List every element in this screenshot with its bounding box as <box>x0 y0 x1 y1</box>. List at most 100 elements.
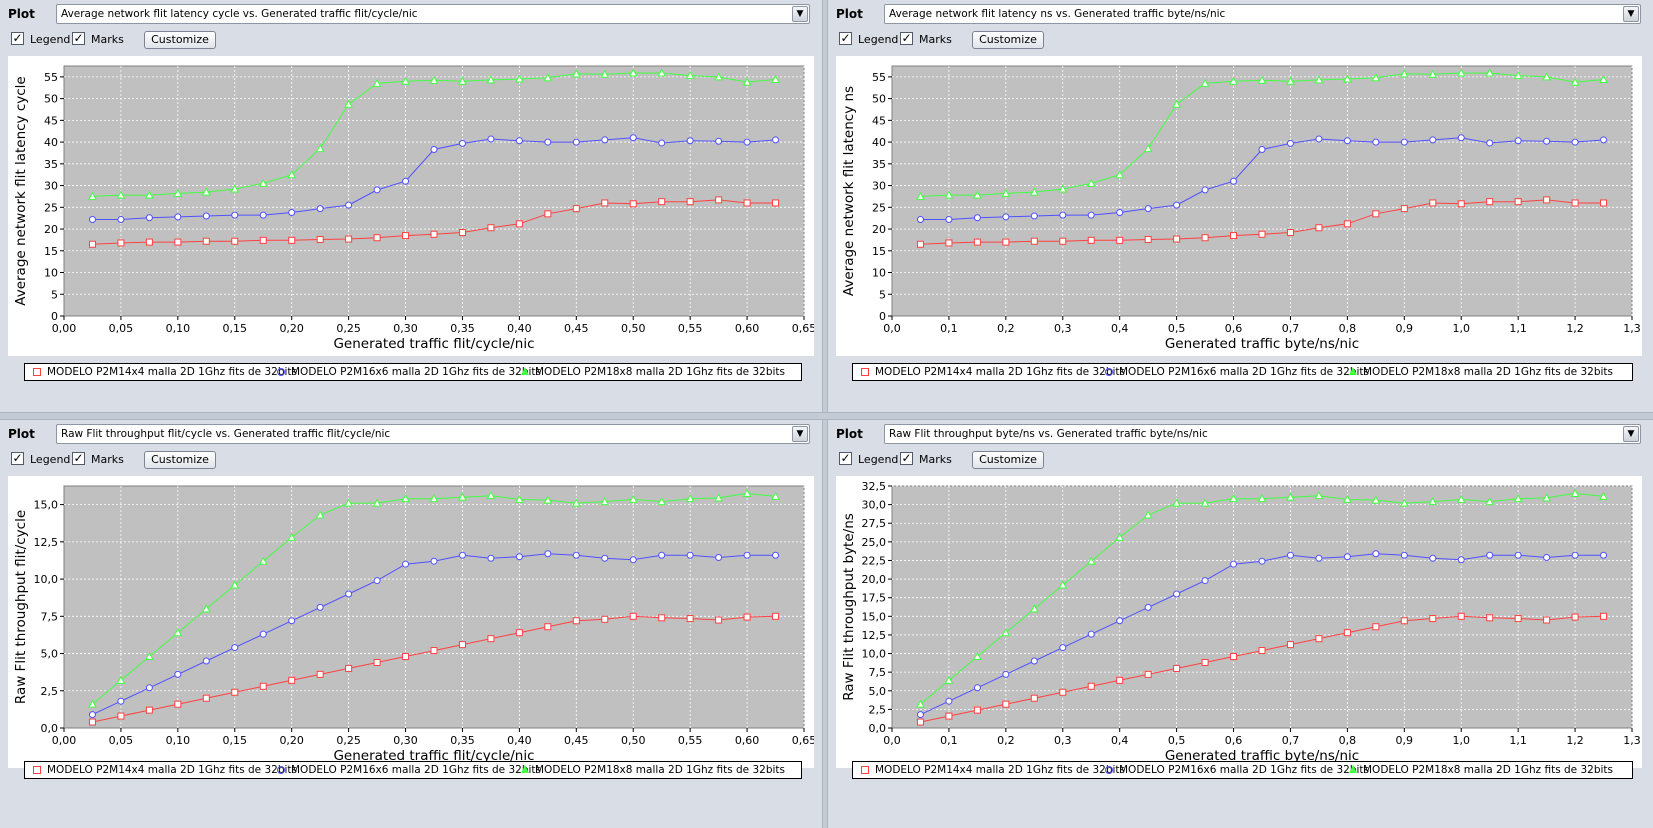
plot-select[interactable]: Average network flit latency ns vs. Gene… <box>884 4 1641 24</box>
series-3-point <box>1286 492 1295 501</box>
series-1-point <box>1030 237 1038 245</box>
plot-select[interactable]: Raw Flit throughput flit/cycle vs. Gener… <box>56 424 810 444</box>
chart-svg: 0 5 10 15 20 25 30 35 40 45 50 55 0,00 0,05 0,10 0,15 0,… <box>13 65 814 352</box>
marks-checkbox[interactable]: ✓ <box>900 451 913 465</box>
series-1-point <box>373 234 381 242</box>
customize-button[interactable]: Customize <box>972 451 1044 469</box>
series-2-point <box>1002 670 1010 678</box>
series-3-point <box>201 604 211 613</box>
series-3-point <box>258 556 268 565</box>
series-3-point <box>458 76 467 85</box>
series-2-point <box>487 135 495 143</box>
series-2-point <box>1315 135 1323 143</box>
legend-entry: MODELO P2M18x8 malla 2D 1Ghz fits de 32b… <box>1363 764 1614 776</box>
series-3-point <box>1428 69 1438 78</box>
y-tick-label: 17,5 <box>862 592 887 605</box>
y-tick-label: 25 <box>44 201 58 214</box>
series-1-point <box>202 237 210 245</box>
series-1-point <box>601 199 609 207</box>
series-1-point <box>1286 229 1294 237</box>
chevron-down-icon[interactable]: ▼ <box>792 426 808 442</box>
x-tick-label: 0,1 <box>940 734 958 747</box>
series-2-point <box>117 215 125 223</box>
x-tick-label: 0,1 <box>940 322 958 335</box>
plot-select[interactable]: Raw Flit throughput byte/ns vs. Generate… <box>884 424 1641 444</box>
series-2-point <box>145 214 153 222</box>
y-tick-label: 0,0 <box>41 722 59 735</box>
series-1-point <box>487 635 495 643</box>
plot-label: Plot <box>8 427 35 441</box>
series-1-point <box>743 613 751 621</box>
series-2-point <box>1486 551 1494 559</box>
chevron-down-icon[interactable]: ▼ <box>1623 6 1639 22</box>
series-2-point <box>1173 201 1181 209</box>
series-2-point <box>743 138 751 146</box>
series-3-point <box>145 651 154 661</box>
series-2-point <box>288 209 296 217</box>
marks-checkbox[interactable]: ✓ <box>900 31 913 45</box>
legend-checkbox[interactable]: ✓ <box>11 31 24 45</box>
series-2-point <box>629 556 637 564</box>
chart-legend: MODELO P2M14x4 malla 2D 1Ghz fits de 32b… <box>24 363 802 381</box>
series-2-point <box>973 214 981 222</box>
series-2-point <box>743 551 751 559</box>
y-tick-label: 35 <box>44 158 58 171</box>
series-3-point <box>201 187 211 196</box>
series-3-point <box>173 188 183 197</box>
x-tick-label: 1,1 <box>1509 734 1527 747</box>
series-1-point <box>715 616 723 624</box>
series-3-point <box>771 491 780 500</box>
legend-checkbox[interactable]: ✓ <box>839 31 852 45</box>
legend-checkbox[interactable]: ✓ <box>839 451 852 465</box>
series-3-point <box>116 190 126 199</box>
x-tick-label: 0,20 <box>279 322 304 335</box>
y-tick-label: 27,5 <box>862 517 887 530</box>
customize-button[interactable]: Customize <box>144 451 216 469</box>
series-3-point <box>600 69 610 78</box>
horizontal-splitter[interactable] <box>0 412 1653 420</box>
x-tick-label: 0,60 <box>735 734 760 747</box>
series-1-point <box>1087 236 1095 244</box>
series-2-point <box>259 630 267 638</box>
x-tick-label: 0,15 <box>223 322 248 335</box>
customize-button[interactable]: Customize <box>972 31 1044 49</box>
marks-checkbox[interactable]: ✓ <box>72 31 85 45</box>
series-2-point <box>1173 590 1181 598</box>
chevron-down-icon[interactable]: ▼ <box>792 6 808 22</box>
chart-area: 0,0 2,5 5,0 7,5 10,0 12,5 15,0 0,00 0,05 0,10 0,15… <box>8 476 814 768</box>
series-1-point <box>1201 234 1209 242</box>
series-1-point <box>1116 236 1124 244</box>
series-3-point <box>88 191 97 200</box>
series-1-point <box>1600 199 1608 207</box>
y-tick-label: 25,0 <box>862 536 887 549</box>
series-2-point <box>1343 553 1351 561</box>
series-2-point <box>1372 550 1380 558</box>
series-2-point <box>345 201 353 209</box>
chevron-down-icon[interactable]: ▼ <box>1623 426 1639 442</box>
series-2-point <box>458 551 466 559</box>
series-3-point <box>771 74 780 83</box>
series-2-point <box>430 145 438 153</box>
series-1-point <box>1144 670 1152 678</box>
series-1-point <box>174 700 182 708</box>
series-3-point <box>657 68 667 77</box>
legend-marker-square-icon <box>861 368 869 376</box>
x-tick-label: 0,35 <box>450 734 475 747</box>
series-3-point <box>1456 68 1466 77</box>
series-1-point <box>288 236 296 244</box>
series-1-point <box>1571 199 1579 207</box>
marks-checkbox[interactable]: ✓ <box>72 451 85 465</box>
y-tick-label: 10 <box>44 267 58 280</box>
legend-checkbox[interactable]: ✓ <box>11 451 24 465</box>
customize-button[interactable]: Customize <box>144 31 216 49</box>
series-2-point <box>601 136 609 144</box>
series-3-point <box>1058 580 1068 589</box>
series-2-point <box>1514 137 1522 145</box>
y-tick-label: 10,0 <box>34 573 59 586</box>
x-axis-label: Generated traffic flit/cycle/nic <box>333 336 534 352</box>
plot-select[interactable]: Average network flit latency cycle vs. G… <box>56 4 810 24</box>
series-3-point <box>1599 491 1608 500</box>
series-2-point <box>1372 138 1380 146</box>
legend-marker-square-icon <box>33 368 41 376</box>
plot-selector-row: Plot Raw Flit throughput byte/ns vs. Gene… <box>828 423 1653 445</box>
